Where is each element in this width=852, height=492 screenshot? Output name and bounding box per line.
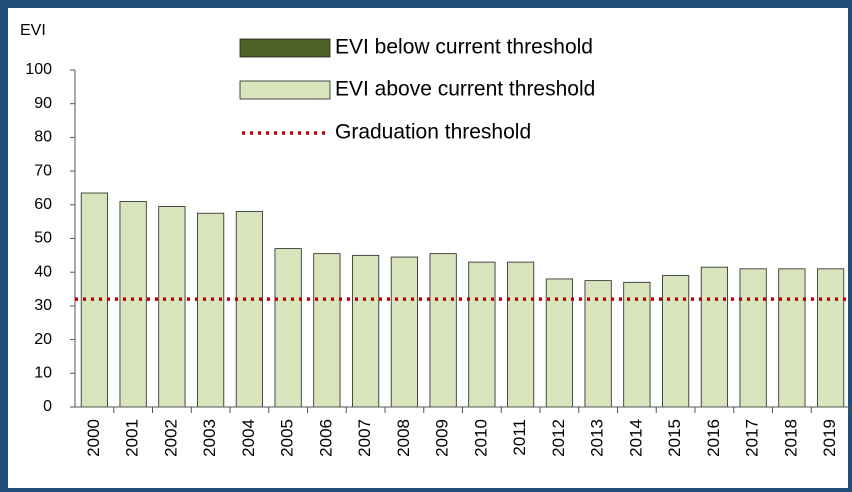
y-tick-label: 60 bbox=[34, 196, 52, 213]
x-tick-label: 2013 bbox=[588, 419, 607, 457]
y-tick-label: 40 bbox=[34, 263, 52, 280]
x-tick-label: 2009 bbox=[433, 419, 452, 457]
bar bbox=[817, 268, 845, 408]
x-tick-label: 2014 bbox=[626, 419, 645, 457]
x-tick-label: 2019 bbox=[820, 419, 839, 457]
y-axis-label: EVI bbox=[20, 22, 46, 39]
bar bbox=[352, 254, 380, 408]
legend-label: EVI below current threshold bbox=[335, 36, 593, 59]
bar bbox=[313, 253, 341, 408]
x-tick-label: 2005 bbox=[278, 419, 297, 457]
bar bbox=[158, 206, 186, 408]
bar bbox=[507, 261, 535, 408]
bar bbox=[274, 248, 302, 408]
bar bbox=[778, 268, 806, 408]
plot-background bbox=[8, 8, 848, 488]
x-tick-label: 2012 bbox=[549, 419, 568, 457]
x-tick-label: 2002 bbox=[161, 419, 180, 457]
x-tick-label: 2018 bbox=[781, 419, 800, 457]
y-tick-label: 70 bbox=[34, 162, 52, 179]
bar bbox=[390, 256, 418, 408]
x-tick-label: 2007 bbox=[355, 419, 374, 457]
bar bbox=[197, 212, 225, 408]
y-tick-label: 20 bbox=[34, 331, 52, 348]
y-tick-label: 90 bbox=[34, 95, 52, 112]
bar bbox=[662, 275, 690, 408]
bar bbox=[584, 280, 612, 408]
x-tick-label: 2000 bbox=[84, 419, 103, 457]
x-tick-label: 2016 bbox=[704, 419, 723, 457]
y-tick-label: 100 bbox=[25, 61, 52, 78]
x-tick-label: 2017 bbox=[743, 419, 762, 457]
bar bbox=[623, 281, 651, 408]
x-tick-label: 2001 bbox=[123, 419, 142, 457]
y-tick-label: 80 bbox=[34, 129, 52, 146]
bar bbox=[700, 266, 728, 408]
legend-swatch bbox=[239, 38, 331, 58]
x-tick-label: 2015 bbox=[665, 419, 684, 457]
legend-label: EVI above current threshold bbox=[335, 78, 595, 101]
legend-label: Graduation threshold bbox=[335, 121, 531, 144]
bar bbox=[235, 211, 263, 408]
y-tick-label: 10 bbox=[34, 365, 52, 382]
bar bbox=[545, 278, 573, 408]
y-tick-label: 30 bbox=[34, 297, 52, 314]
y-tick-label: 0 bbox=[43, 398, 52, 415]
x-tick-label: 2006 bbox=[316, 419, 335, 457]
bar bbox=[739, 268, 767, 408]
bar bbox=[429, 253, 457, 408]
x-tick-label: 2010 bbox=[471, 419, 490, 457]
x-tick-label: 2011 bbox=[510, 419, 529, 456]
legend-swatch bbox=[239, 80, 331, 100]
bar bbox=[468, 261, 496, 408]
x-tick-label: 2008 bbox=[394, 419, 413, 457]
x-tick-label: 2003 bbox=[200, 419, 219, 457]
y-tick-label: 50 bbox=[34, 230, 52, 247]
x-tick-label: 2004 bbox=[239, 419, 258, 457]
bar bbox=[119, 201, 147, 408]
